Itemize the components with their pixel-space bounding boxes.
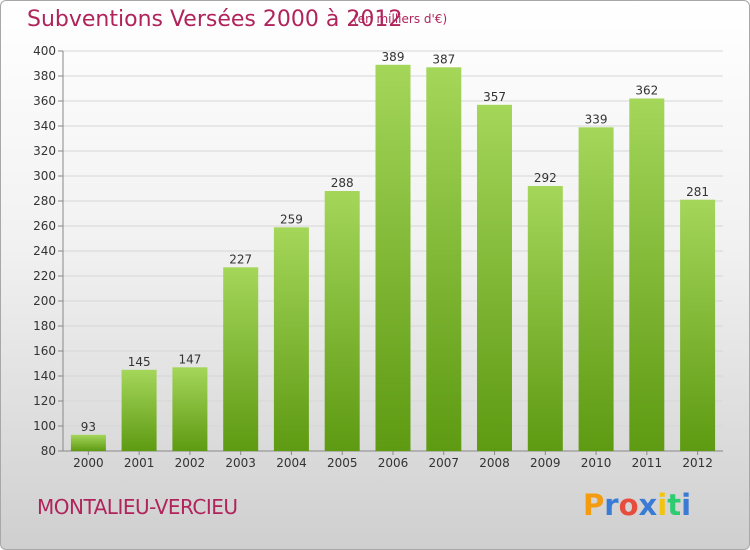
y-tick-label: 340 xyxy=(33,119,56,133)
bar xyxy=(223,267,259,452)
y-tick-label: 280 xyxy=(33,194,56,208)
bar xyxy=(172,367,208,452)
y-tick-label: 180 xyxy=(33,319,56,333)
chart-unit-note: (en milliers d'€) xyxy=(353,12,448,26)
bar xyxy=(629,98,665,451)
brand-letter: P xyxy=(583,488,605,522)
bar-value-label: 145 xyxy=(128,355,151,369)
bar-value-label: 93 xyxy=(81,420,96,434)
bar xyxy=(680,199,716,451)
bar-value-label: 389 xyxy=(382,50,405,64)
bar xyxy=(375,64,411,452)
commune-name: MONTALIEU-VERCIEU xyxy=(37,495,238,519)
bar xyxy=(273,227,309,451)
y-tick-label: 300 xyxy=(33,169,56,183)
bar xyxy=(527,186,563,451)
y-tick-label: 320 xyxy=(33,144,56,158)
x-tick-label: 2004 xyxy=(276,456,307,470)
y-tick-label: 240 xyxy=(33,244,56,258)
x-tick-label: 2000 xyxy=(73,456,104,470)
x-tick-label: 2001 xyxy=(124,456,155,470)
y-tick-label: 220 xyxy=(33,269,56,283)
chart-title: Subventions Versées 2000 à 2012 xyxy=(27,7,403,32)
bar-value-label: 288 xyxy=(331,176,354,190)
brand-letter: t xyxy=(667,488,682,522)
x-tick-label: 2005 xyxy=(327,456,358,470)
y-tick-label: 120 xyxy=(33,394,56,408)
bar-value-label: 362 xyxy=(635,84,658,98)
bar xyxy=(426,67,462,452)
bar xyxy=(324,191,360,451)
bar xyxy=(578,127,614,452)
x-tick-label: 2010 xyxy=(581,456,612,470)
y-tick-label: 160 xyxy=(33,344,56,358)
x-tick-label: 2009 xyxy=(530,456,561,470)
y-tick-label: 100 xyxy=(33,419,56,433)
brand-letter: i xyxy=(657,488,668,522)
x-tick-label: 2002 xyxy=(175,456,206,470)
y-tick-label: 140 xyxy=(33,369,56,383)
x-tick-label: 2011 xyxy=(632,456,663,470)
bar-value-label: 339 xyxy=(585,112,608,126)
y-tick-label: 360 xyxy=(33,94,56,108)
labels: 93 2000 145 2001 147 2002 227 2003 259 2004 288 200… xyxy=(73,50,713,470)
brand-letter: r xyxy=(604,488,619,522)
brand-letter: i xyxy=(681,488,692,522)
x-tick-label: 2012 xyxy=(682,456,713,470)
bar-value-label: 281 xyxy=(686,185,709,199)
bar-value-label: 227 xyxy=(229,252,252,266)
proxiti-logo: Proxiti xyxy=(583,488,691,522)
y-tick-label: 200 xyxy=(33,294,56,308)
y-tick-label: 380 xyxy=(33,69,56,83)
bar-value-label: 259 xyxy=(280,212,303,226)
brand-letter: o xyxy=(618,488,639,522)
bar-value-label: 292 xyxy=(534,171,557,185)
bar-value-label: 147 xyxy=(178,352,201,366)
bar-value-label: 357 xyxy=(483,90,506,104)
x-tick-label: 2008 xyxy=(479,456,510,470)
bar xyxy=(70,434,106,452)
bars xyxy=(70,64,716,452)
y-tick-label: 400 xyxy=(33,44,56,58)
bar xyxy=(477,104,512,452)
bar xyxy=(121,369,157,452)
brand-letter: x xyxy=(638,488,658,522)
y-tick-label: 80 xyxy=(41,444,56,458)
x-tick-label: 2006 xyxy=(378,456,409,470)
x-tick-label: 2007 xyxy=(428,456,459,470)
y-tick-label: 260 xyxy=(33,219,56,233)
bar-value-label: 387 xyxy=(432,52,455,66)
x-tick-label: 2003 xyxy=(225,456,256,470)
